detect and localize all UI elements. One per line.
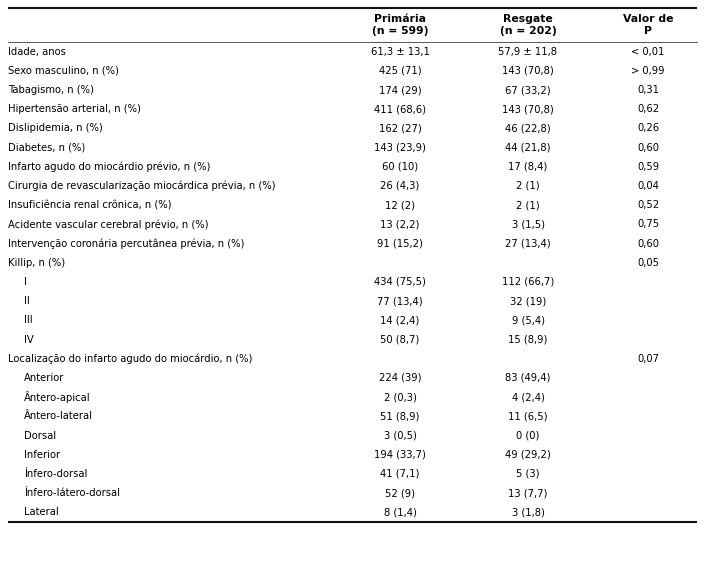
Text: 112 (66,7): 112 (66,7) <box>502 277 554 287</box>
Text: Ântero-lateral: Ântero-lateral <box>24 411 93 421</box>
Text: 0,59: 0,59 <box>637 162 659 172</box>
Text: 3 (0,5): 3 (0,5) <box>384 430 417 441</box>
Text: 67 (33,2): 67 (33,2) <box>505 85 551 95</box>
Text: Ínfero-dorsal: Ínfero-dorsal <box>24 469 87 479</box>
Text: Tabagismo, n (%): Tabagismo, n (%) <box>8 85 94 95</box>
Text: 411 (68,6): 411 (68,6) <box>374 104 426 114</box>
Text: Intervenção coronária percutânea prévia, n (%): Intervenção coronária percutânea prévia,… <box>8 238 245 249</box>
Text: 143 (70,8): 143 (70,8) <box>502 66 554 76</box>
Text: > 0,99: > 0,99 <box>631 66 665 76</box>
Text: 224 (39): 224 (39) <box>379 373 422 383</box>
Text: III: III <box>24 316 32 325</box>
Text: 32 (19): 32 (19) <box>510 296 546 306</box>
Text: 0,75: 0,75 <box>637 219 659 230</box>
Text: 3 (1,5): 3 (1,5) <box>512 219 544 230</box>
Text: 0,60: 0,60 <box>637 239 659 249</box>
Text: Cirurgia de revascularização miocárdica prévia, n (%): Cirurgia de revascularização miocárdica … <box>8 181 276 191</box>
Text: 0,07: 0,07 <box>637 354 659 364</box>
Text: 77 (13,4): 77 (13,4) <box>377 296 423 306</box>
Text: Resgate
(n = 202): Resgate (n = 202) <box>500 14 556 36</box>
Text: 2 (1): 2 (1) <box>516 200 540 210</box>
Text: Primária
(n = 599): Primária (n = 599) <box>372 14 428 36</box>
Text: Ântero-apical: Ântero-apical <box>24 391 91 403</box>
Text: 50 (8,7): 50 (8,7) <box>381 335 419 344</box>
Text: 51 (8,9): 51 (8,9) <box>380 411 419 421</box>
Text: 2 (1): 2 (1) <box>516 181 540 191</box>
Text: 14 (2,4): 14 (2,4) <box>381 316 419 325</box>
Text: II: II <box>24 296 30 306</box>
Text: 46 (22,8): 46 (22,8) <box>505 123 551 133</box>
Text: 174 (29): 174 (29) <box>379 85 422 95</box>
Text: Localização do infarto agudo do miocárdio, n (%): Localização do infarto agudo do miocárdi… <box>8 354 252 364</box>
Text: Lateral: Lateral <box>24 507 59 518</box>
Text: Infarto agudo do miocárdio prévio, n (%): Infarto agudo do miocárdio prévio, n (%) <box>8 162 210 172</box>
Text: 4 (2,4): 4 (2,4) <box>512 392 544 402</box>
Text: Ínfero-látero-dorsal: Ínfero-látero-dorsal <box>24 488 120 498</box>
Text: 2 (0,3): 2 (0,3) <box>384 392 417 402</box>
Text: Idade, anos: Idade, anos <box>8 47 66 57</box>
Text: Insuficiência renal crônica, n (%): Insuficiência renal crônica, n (%) <box>8 200 171 210</box>
Text: 425 (71): 425 (71) <box>379 66 422 76</box>
Text: Dorsal: Dorsal <box>24 430 56 441</box>
Text: 11 (6,5): 11 (6,5) <box>508 411 548 421</box>
Text: 83 (49,4): 83 (49,4) <box>505 373 551 383</box>
Text: 27 (13,4): 27 (13,4) <box>505 239 551 249</box>
Text: 91 (15,2): 91 (15,2) <box>377 239 423 249</box>
Text: 162 (27): 162 (27) <box>379 123 422 133</box>
Text: 17 (8,4): 17 (8,4) <box>508 162 548 172</box>
Text: 0,04: 0,04 <box>637 181 659 191</box>
Text: 5 (3): 5 (3) <box>516 469 540 479</box>
Text: Valor de
P: Valor de P <box>623 14 673 36</box>
Text: 49 (29,2): 49 (29,2) <box>505 450 551 460</box>
Text: 434 (75,5): 434 (75,5) <box>374 277 426 287</box>
Text: 26 (4,3): 26 (4,3) <box>381 181 419 191</box>
Text: 13 (7,7): 13 (7,7) <box>508 488 548 498</box>
Text: 57,9 ± 11,8: 57,9 ± 11,8 <box>498 47 558 57</box>
Text: IV: IV <box>24 335 34 344</box>
Text: 0,05: 0,05 <box>637 258 659 268</box>
Text: 0,26: 0,26 <box>637 123 659 133</box>
Text: < 0,01: < 0,01 <box>631 47 665 57</box>
Text: 61,3 ± 13,1: 61,3 ± 13,1 <box>371 47 429 57</box>
Text: Hipertensão arterial, n (%): Hipertensão arterial, n (%) <box>8 104 141 114</box>
Text: 0,31: 0,31 <box>637 85 659 95</box>
Text: I: I <box>24 277 27 287</box>
Text: 194 (33,7): 194 (33,7) <box>374 450 426 460</box>
Text: 0 (0): 0 (0) <box>516 430 540 441</box>
Text: 60 (10): 60 (10) <box>382 162 418 172</box>
Text: Acidente vascular cerebral prévio, n (%): Acidente vascular cerebral prévio, n (%) <box>8 219 209 230</box>
Text: Sexo masculino, n (%): Sexo masculino, n (%) <box>8 66 119 76</box>
Text: Killip, n (%): Killip, n (%) <box>8 258 65 268</box>
Text: 15 (8,9): 15 (8,9) <box>508 335 548 344</box>
Text: 13 (2,2): 13 (2,2) <box>380 219 419 230</box>
Text: 0,52: 0,52 <box>637 200 659 210</box>
Text: 0,60: 0,60 <box>637 143 659 152</box>
Text: 44 (21,8): 44 (21,8) <box>505 143 551 152</box>
Text: Diabetes, n (%): Diabetes, n (%) <box>8 143 85 152</box>
Text: 0,62: 0,62 <box>637 104 659 114</box>
Text: 143 (70,8): 143 (70,8) <box>502 104 554 114</box>
Text: 143 (23,9): 143 (23,9) <box>374 143 426 152</box>
Text: 12 (2): 12 (2) <box>385 200 415 210</box>
Text: Inferior: Inferior <box>24 450 60 460</box>
Text: Anterior: Anterior <box>24 373 64 383</box>
Text: Dislipidemia, n (%): Dislipidemia, n (%) <box>8 123 103 133</box>
Text: 8 (1,4): 8 (1,4) <box>384 507 417 518</box>
Text: 52 (9): 52 (9) <box>385 488 415 498</box>
Text: 41 (7,1): 41 (7,1) <box>380 469 419 479</box>
Text: 9 (5,4): 9 (5,4) <box>512 316 544 325</box>
Text: 3 (1,8): 3 (1,8) <box>512 507 544 518</box>
